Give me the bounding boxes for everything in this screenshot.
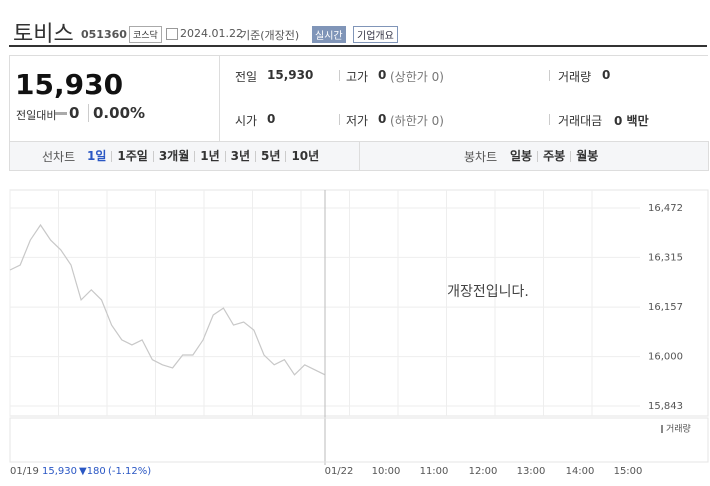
stat-divider [339, 70, 340, 81]
stat-label: 거래대금 [558, 114, 603, 128]
price-box [9, 55, 220, 142]
x-tick-label: 01/22 [325, 466, 354, 477]
tab-divider [359, 141, 360, 171]
flat-icon [55, 112, 67, 115]
market-badge: 코스닥 [129, 26, 162, 43]
stat-label: 고가 [346, 70, 369, 84]
line-tab[interactable]: 1일 [87, 149, 107, 163]
change-label: 전일대비 [16, 109, 57, 122]
divider [9, 45, 707, 47]
stock-name: 토비스 [13, 22, 74, 47]
current-price: 15,930 [15, 68, 124, 101]
prev-close: 15,930 [42, 466, 77, 477]
stat-extra: (하한가 0) [390, 114, 444, 128]
stat-label: 저가 [346, 114, 369, 128]
prev-date: 01/19 [10, 466, 39, 477]
stat-label: 시가 [235, 114, 258, 128]
stat-value: 15,930 [267, 68, 314, 82]
realtime-button[interactable]: 실시간 [312, 26, 346, 43]
candle-tabs: 일봉 주봉 월봉 [505, 149, 603, 163]
prev-change: ▼180 [79, 466, 106, 477]
y-tick-label: 15,843 [648, 401, 683, 412]
plot-frame [9, 189, 709, 417]
date: 2024.01.22 [180, 27, 243, 40]
y-tick-label: 16,472 [648, 203, 683, 214]
prev-rate: (-1.12%) [108, 466, 151, 477]
line-tab[interactable]: 1년 [194, 150, 224, 162]
y-tick-label: 16,000 [648, 352, 683, 363]
rate: 0.00% [88, 104, 145, 122]
stat-value: 0 백만 [614, 114, 649, 128]
stat-label: 거래량 [558, 70, 592, 84]
prev-day-line [9, 223, 326, 376]
x-tick-label: 11:00 [420, 466, 449, 477]
candle-tab[interactable]: 일봉 [510, 149, 533, 163]
x-tick-label: 12:00 [469, 466, 498, 477]
calendar-icon [166, 28, 178, 40]
stat-value: 0 [267, 112, 276, 126]
volume-frame [9, 417, 709, 463]
company-button[interactable]: 기업개요 [353, 26, 398, 43]
volume-legend-icon [661, 425, 663, 433]
line-tabs: 1일 1주일 3개월 1년 3년 5년 10년 [82, 149, 324, 163]
stat-value: 0 [378, 112, 387, 126]
x-tick-label: 15:00 [614, 466, 643, 477]
y-tick-label: 16,315 [648, 252, 683, 263]
candle-tab-label: 봉차트 [464, 150, 498, 164]
stat-divider [549, 70, 550, 81]
overlay: 개장전입니다. [447, 284, 529, 300]
stat-value: 0 [378, 68, 387, 82]
change: 0 [69, 104, 80, 122]
stat-divider [549, 114, 550, 125]
x-tick-label: 10:00 [372, 466, 401, 477]
stock-code: 051360 [81, 28, 127, 41]
line-tab[interactable]: 10년 [285, 150, 324, 162]
stat-extra: (상한가 0) [390, 70, 444, 84]
x-tick-label: 13:00 [517, 466, 546, 477]
stat-label: 전일 [235, 70, 258, 84]
candle-tab[interactable]: 주봉 [537, 150, 570, 162]
y-tick-label: 16,157 [648, 302, 683, 313]
basis: 기준(개장전) [240, 29, 300, 42]
stat-value: 0 [602, 68, 611, 82]
chart: 16,472 16,315 16,157 16,000 15,843 개장전입니다. 거래량… [9, 189, 709, 477]
line-tab[interactable]: 1주일 [111, 150, 152, 162]
line-tab-label: 선차트 [42, 150, 76, 164]
line-tab[interactable]: 3년 [224, 150, 255, 162]
x-tick-label: 14:00 [566, 466, 595, 477]
line-tab[interactable]: 5년 [255, 150, 285, 162]
line-tab[interactable]: 3개월 [152, 150, 194, 162]
stat-divider [339, 114, 340, 125]
candle-tab[interactable]: 월봉 [570, 150, 603, 162]
volume-legend: 거래량 [666, 423, 691, 435]
